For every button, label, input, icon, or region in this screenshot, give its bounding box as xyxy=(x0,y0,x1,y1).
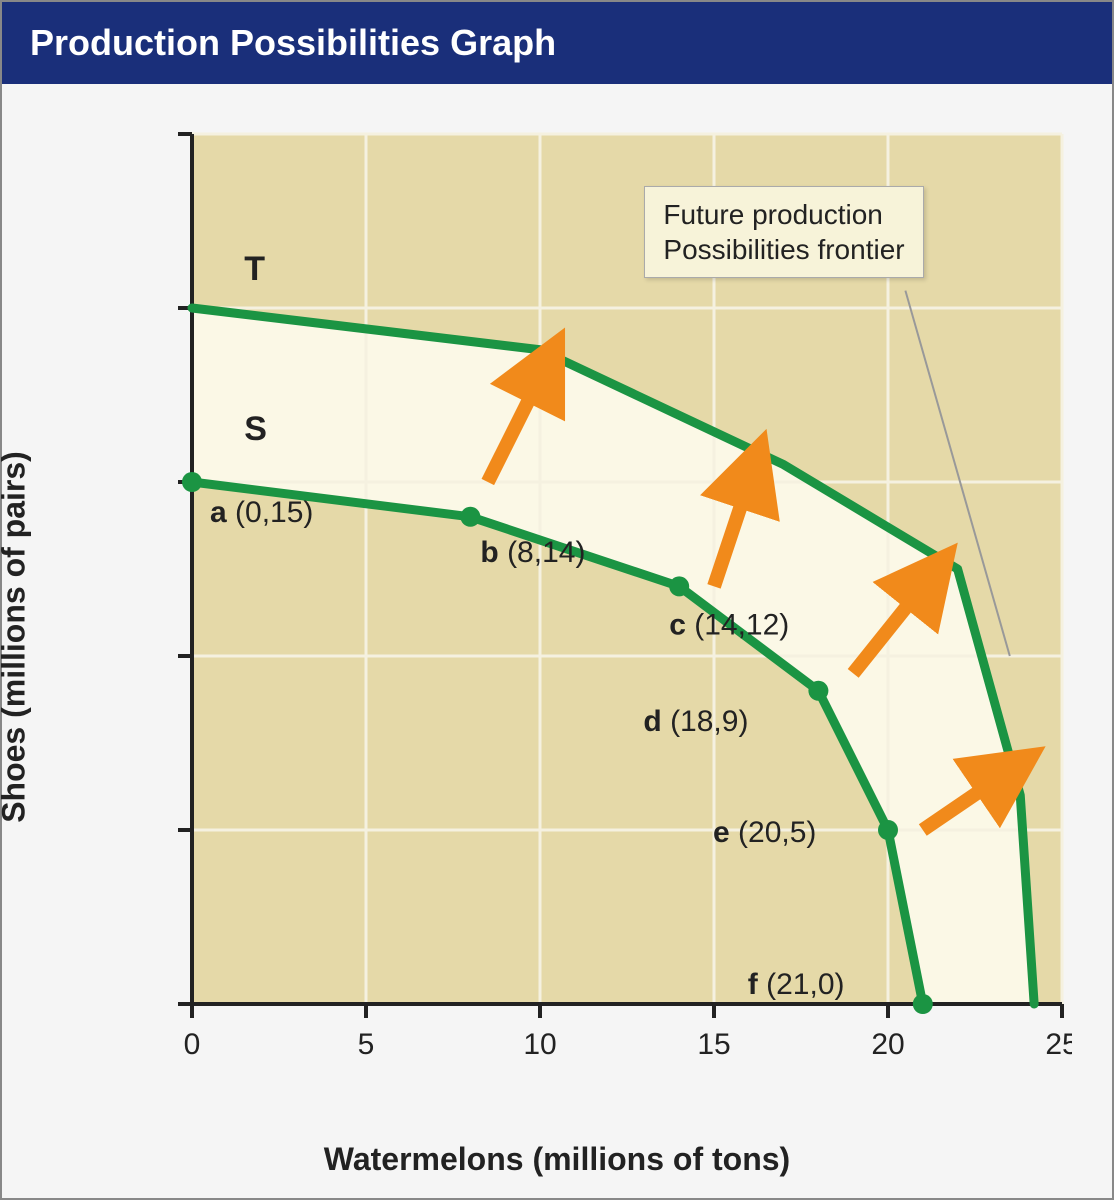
callout-line1: Future production xyxy=(663,197,904,232)
point-label: c (14,12) xyxy=(669,608,789,641)
data-point xyxy=(808,681,828,701)
chart-title: Production Possibilities Graph xyxy=(2,2,1112,84)
plot-svg: 05101520250510152025a (0,15)b (8,14)c (1… xyxy=(172,124,1072,1084)
point-label: f (21,0) xyxy=(748,968,845,1001)
x-tick-label: 20 xyxy=(871,1028,904,1061)
point-label: a (0,15) xyxy=(210,496,313,529)
point-label: d (18,9) xyxy=(643,705,748,738)
curve-label-S: S xyxy=(244,410,267,448)
data-point xyxy=(878,820,898,840)
point-label: b (8,14) xyxy=(480,536,585,569)
chart-area: Shoes (millions of pairs) Watermelons (m… xyxy=(2,84,1112,1190)
x-tick-label: 10 xyxy=(523,1028,556,1061)
x-tick-label: 5 xyxy=(358,1028,375,1061)
data-point xyxy=(460,507,480,527)
plot-region: 05101520250510152025a (0,15)b (8,14)c (1… xyxy=(172,124,1072,1084)
chart-container: Production Possibilities Graph Shoes (mi… xyxy=(0,0,1114,1200)
x-tick-label: 15 xyxy=(697,1028,730,1061)
callout-line2: Possibilities frontier xyxy=(663,232,904,267)
data-point xyxy=(669,576,689,596)
data-point xyxy=(182,472,202,492)
callout-box: Future production Possibilities frontier xyxy=(644,186,923,278)
curve-label-T: T xyxy=(244,250,265,288)
x-tick-label: 25 xyxy=(1045,1028,1072,1061)
point-label: e (20,5) xyxy=(713,816,816,849)
x-tick-label: 0 xyxy=(184,1028,201,1061)
x-axis-label: Watermelons (millions of tons) xyxy=(324,1141,790,1178)
y-axis-label: Shoes (millions of pairs) xyxy=(0,451,33,823)
data-point xyxy=(913,994,933,1014)
